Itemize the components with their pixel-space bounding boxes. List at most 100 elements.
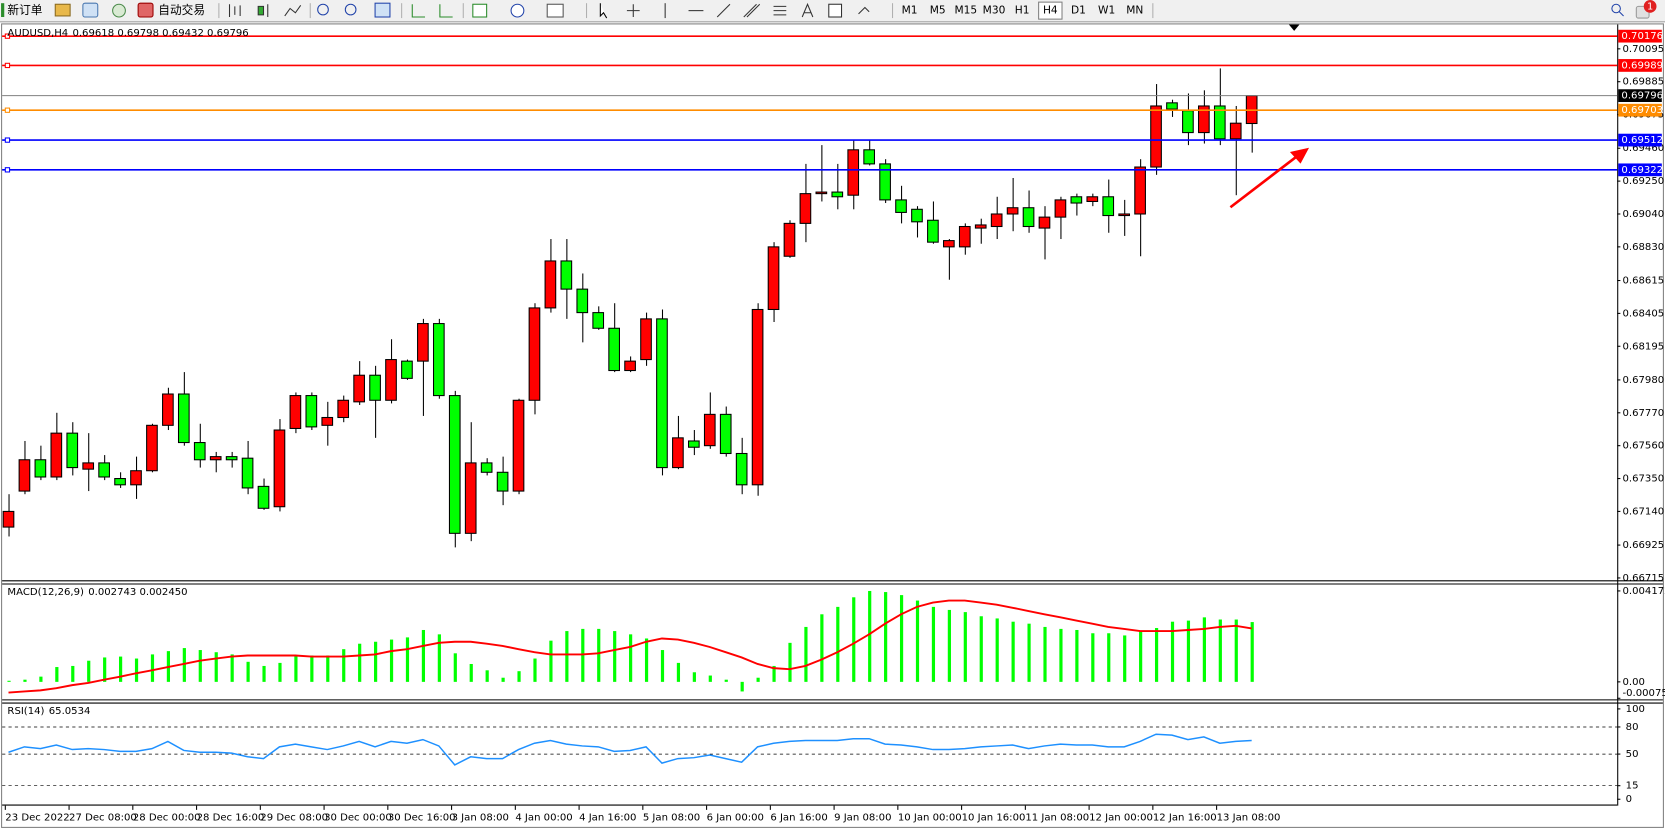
timeframe-button[interactable]: M15 xyxy=(955,4,978,17)
icon-button[interactable] xyxy=(112,3,126,18)
candle-body xyxy=(289,395,302,429)
line-anchor xyxy=(4,62,11,69)
timeframe-button[interactable]: H4 xyxy=(1043,4,1058,17)
alerts-button[interactable]: 1 xyxy=(1635,0,1657,19)
scroll-button[interactable] xyxy=(411,4,426,18)
chart-shift-marker xyxy=(1288,24,1300,31)
macd-bar xyxy=(103,657,107,682)
auto-trading-button[interactable]: 自动交易 xyxy=(137,2,205,18)
signal-line xyxy=(8,599,1252,694)
cursor-button[interactable] xyxy=(599,3,608,19)
toolbar: 新订单 自动交易 M1 M5 M15 M3 xyxy=(0,0,1665,23)
candle-body xyxy=(496,471,509,492)
line-anchor xyxy=(4,167,11,173)
macd-bar xyxy=(1218,619,1222,682)
bar-chart-button[interactable] xyxy=(228,4,241,18)
macd-bar xyxy=(565,631,569,682)
candle-body xyxy=(656,318,668,469)
fibo-button[interactable] xyxy=(773,5,787,16)
zoom-out-button[interactable] xyxy=(344,3,357,16)
candle-chart-button[interactable] xyxy=(257,4,269,18)
templates-button[interactable] xyxy=(546,3,564,18)
icon-button[interactable] xyxy=(82,2,99,18)
candle-body xyxy=(1038,216,1051,229)
y-tick-label: 0.68830 xyxy=(1622,242,1664,253)
macd-bar xyxy=(485,670,489,682)
candle-body xyxy=(815,191,828,195)
ohlc-close: 0.69796 xyxy=(207,28,249,39)
trendline-button[interactable] xyxy=(716,3,731,18)
channel-button[interactable] xyxy=(743,3,761,18)
candle-body xyxy=(863,149,876,165)
timeframe-button[interactable]: M1 xyxy=(902,4,918,17)
auto-trading-label[interactable]: 自动交易 xyxy=(158,3,205,17)
shift-button[interactable] xyxy=(439,4,453,18)
macd-bar xyxy=(979,616,983,682)
line-chart-button[interactable] xyxy=(284,5,302,17)
ohlc-low: 0.69432 xyxy=(162,28,204,39)
text-button[interactable] xyxy=(801,2,814,18)
candle-body xyxy=(847,149,860,196)
macd-bar xyxy=(804,626,808,682)
candle-body xyxy=(831,191,844,198)
macd-bar xyxy=(947,609,951,682)
candle-body xyxy=(162,393,174,426)
macd-bar xyxy=(549,640,553,682)
x-tick-label: 10 Jan 00:00 xyxy=(898,812,962,823)
candle-body xyxy=(480,462,493,473)
x-tick-label: 9 Jan 08:00 xyxy=(834,812,891,823)
alerts-count: 1 xyxy=(1647,1,1653,12)
macd-bar xyxy=(1011,621,1015,682)
timeframe-button[interactable]: MN xyxy=(1126,4,1143,17)
candle-body xyxy=(974,224,987,229)
y-tick-label: 0.67980 xyxy=(1622,375,1664,386)
candle-body xyxy=(703,413,716,447)
macd-bar xyxy=(740,681,744,692)
macd-bar xyxy=(310,655,314,682)
y-tick-label: 0.69460 xyxy=(1622,143,1664,154)
timeframe-button[interactable]: M5 xyxy=(930,4,946,17)
line-label-bg xyxy=(1618,163,1662,177)
price-label: 0.69796 xyxy=(1621,91,1663,102)
price-label-bg xyxy=(1618,89,1662,103)
timeframe-button[interactable]: H1 xyxy=(1015,4,1030,17)
label-button[interactable] xyxy=(828,3,843,18)
candle-body xyxy=(1118,213,1131,217)
candle-body xyxy=(241,457,254,489)
periods-button[interactable] xyxy=(510,3,525,18)
crosshair-button[interactable] xyxy=(626,4,640,18)
y-tick-label: 0.67560 xyxy=(1622,441,1664,452)
macd-bar xyxy=(198,650,202,682)
zoom-in-button[interactable] xyxy=(317,3,329,16)
x-tick-label: 12 Jan 16:00 xyxy=(1153,812,1217,823)
icon-button[interactable] xyxy=(54,3,71,17)
macd-bar xyxy=(533,658,537,682)
macd-bar xyxy=(772,665,776,682)
search-button[interactable] xyxy=(1611,3,1621,14)
timeframe-button[interactable]: M30 xyxy=(983,4,1006,17)
candle-body xyxy=(672,437,684,469)
timeframe-button[interactable]: D1 xyxy=(1071,4,1086,17)
candle-body xyxy=(1022,207,1035,228)
candle-body xyxy=(50,432,63,478)
macd-bar xyxy=(692,672,696,682)
y-tick-label: 80 xyxy=(1626,722,1639,733)
y-tick-label: 0.004172 xyxy=(1622,586,1665,597)
candle-body xyxy=(1166,102,1178,110)
tile-button[interactable] xyxy=(374,2,391,18)
candle-body xyxy=(2,510,15,528)
y-tick-label: -0.000753 xyxy=(1622,688,1665,699)
arrows-button[interactable] xyxy=(858,6,870,15)
timeframe-button[interactable]: W1 xyxy=(1098,4,1115,17)
candle-body xyxy=(624,360,636,372)
symbol-title: AUDUSD,H4 xyxy=(7,28,68,39)
rsi-readout: 65.0534 xyxy=(49,706,91,717)
candle-body xyxy=(114,478,126,486)
macd-bar xyxy=(278,662,282,682)
x-tick-label: 27 Dec 08:00 xyxy=(69,812,137,823)
new-order-button[interactable]: 新订单 xyxy=(1,3,43,17)
macd-bar xyxy=(87,660,91,682)
indicators-button[interactable] xyxy=(472,3,488,18)
new-order-label[interactable]: 新订单 xyxy=(7,3,42,17)
